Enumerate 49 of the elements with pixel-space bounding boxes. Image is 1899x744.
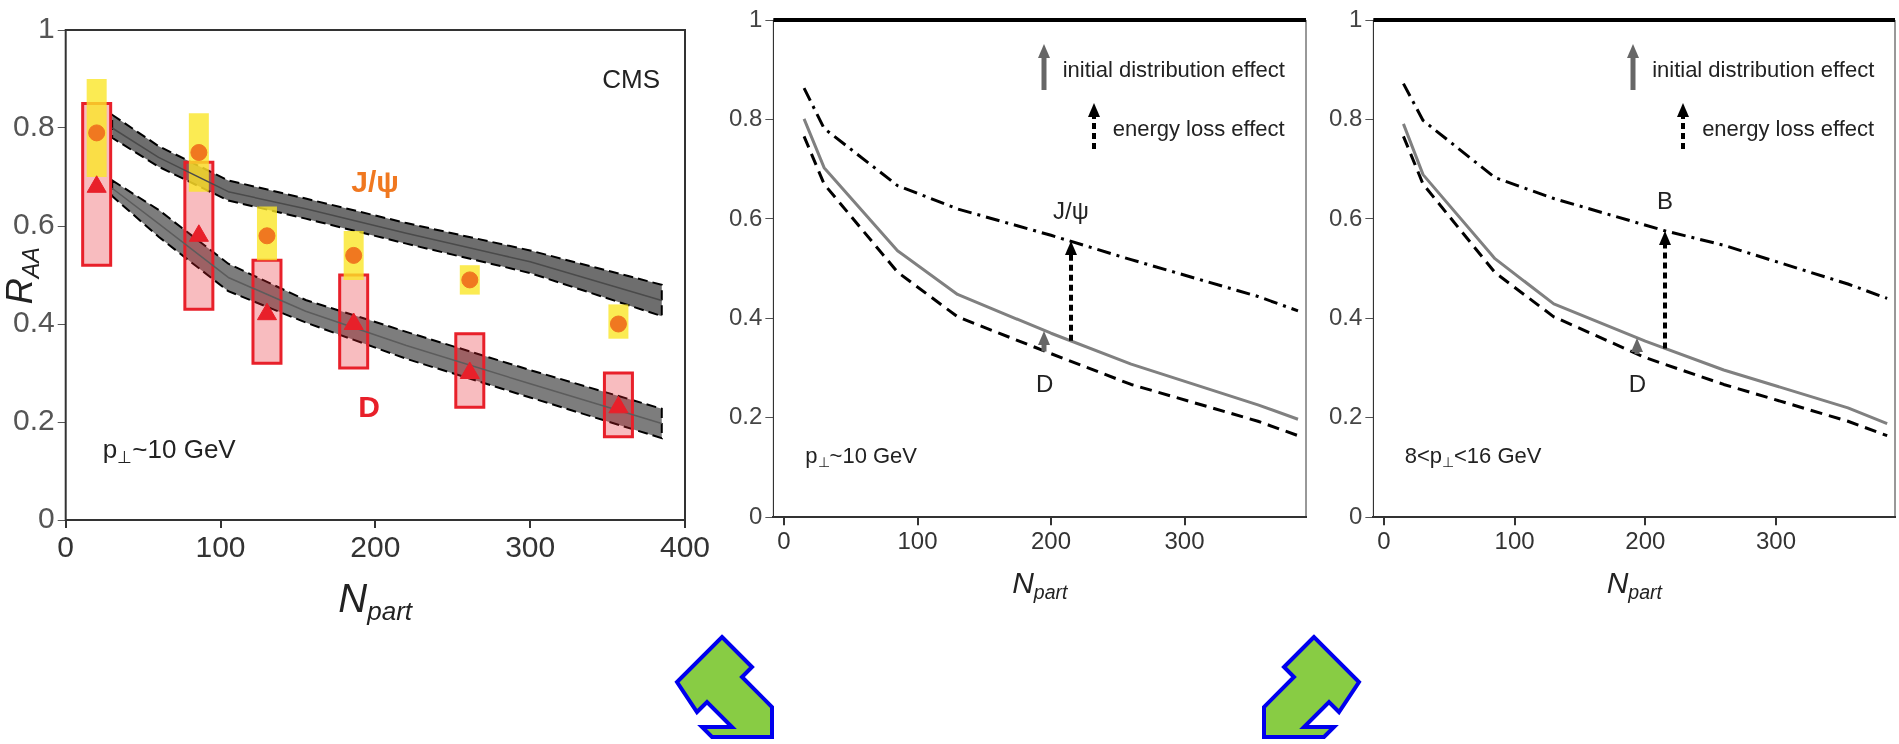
y-tick-label: 0.6 bbox=[12, 207, 55, 241]
y-tick-label: 0.2 bbox=[12, 403, 55, 437]
y-tick-label: 0 bbox=[1349, 501, 1363, 529]
y-tick-label: 0.4 bbox=[728, 302, 763, 330]
annotation: J/ψ bbox=[351, 164, 399, 198]
x-axis-title: N$_{part}$ bbox=[338, 576, 413, 626]
x-tick-label: 200 bbox=[1625, 527, 1666, 555]
annotation: D bbox=[358, 390, 380, 424]
annotation: J/ψ bbox=[1053, 197, 1089, 225]
x-tick-label: 0 bbox=[1377, 527, 1391, 555]
y-tick-label: 0 bbox=[749, 501, 763, 529]
y-tick-label: 0.8 bbox=[728, 104, 763, 132]
x-axis-title: N$_{part}$ bbox=[1012, 566, 1068, 603]
annotation: CMS bbox=[602, 64, 660, 94]
x-axis-title: N$_{part}$ bbox=[1606, 566, 1662, 603]
y-tick-label: 1 bbox=[38, 11, 55, 45]
y-tick-label: 1 bbox=[749, 4, 763, 32]
y-tick-label: 0.2 bbox=[1328, 402, 1363, 430]
x-tick-label: 200 bbox=[350, 530, 401, 564]
line-series bbox=[802, 86, 1300, 313]
annotation: p$_{⊥}$~10 GeV bbox=[102, 433, 236, 467]
x-tick-label: 400 bbox=[659, 530, 711, 564]
x-tick-label: 300 bbox=[505, 530, 556, 564]
x-tick-label: 0 bbox=[777, 527, 791, 555]
annotation: 8<p$_{⊥}$<16 GeV bbox=[1404, 443, 1542, 471]
annotation: energy loss effect bbox=[1702, 116, 1875, 142]
annotation: initial distribution effect bbox=[1652, 56, 1875, 82]
x-tick-label: 200 bbox=[1031, 527, 1072, 555]
y-tick-label: 0.8 bbox=[1328, 104, 1363, 132]
annotation: B bbox=[1656, 186, 1673, 214]
point bbox=[88, 124, 106, 142]
line-series bbox=[1401, 82, 1889, 300]
annotation: p$_{⊥}$~10 GeV bbox=[805, 443, 918, 471]
annotation: D bbox=[1035, 370, 1054, 398]
y-tick-label: 0.4 bbox=[1328, 302, 1363, 330]
y-tick-label: 0.6 bbox=[728, 203, 763, 231]
x-tick-label: 100 bbox=[1494, 527, 1535, 555]
y-tick-label: 0.6 bbox=[1328, 203, 1363, 231]
annotation: energy loss effect bbox=[1112, 116, 1285, 142]
x-tick-label: 300 bbox=[1164, 527, 1205, 555]
annotation: initial distribution effect bbox=[1062, 56, 1285, 82]
y-tick-label: 0.2 bbox=[728, 402, 763, 430]
y-tick-label: 0.8 bbox=[12, 109, 55, 143]
x-tick-label: 300 bbox=[1756, 527, 1797, 555]
y-tick-label: 1 bbox=[1349, 4, 1363, 32]
y-tick-label: 0.4 bbox=[12, 305, 55, 339]
x-tick-label: 100 bbox=[897, 527, 938, 555]
x-tick-label: 100 bbox=[195, 530, 246, 564]
annotation: D bbox=[1628, 370, 1647, 398]
